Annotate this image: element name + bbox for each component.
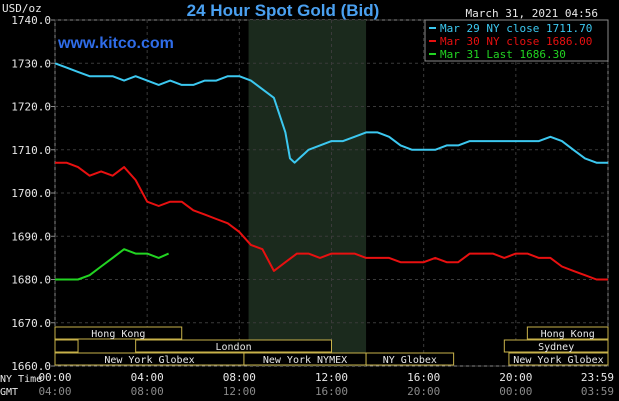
series-line-2 (55, 161, 608, 281)
session-label: London (216, 342, 252, 353)
x-axis-label-ny: NY Time (0, 374, 42, 385)
session-label: New York Globex (513, 355, 603, 366)
legend-entry: Mar 31 Last 1686.30 (440, 48, 566, 61)
x-tick-label-gmt: 08:00 (131, 385, 164, 398)
y-tick-label: 1740.0 (11, 14, 51, 27)
session-label: Sydney (538, 342, 574, 353)
session-bar (365, 352, 455, 366)
x-tick-label-ny: 20:00 (499, 371, 532, 384)
session-bar (54, 326, 183, 340)
timestamp: March 31, 2021 04:56 (466, 7, 598, 20)
series-line-1 (54, 62, 608, 164)
y-tick-label: 1660.0 (11, 360, 51, 373)
session-label: New York NYMEX (263, 355, 347, 366)
session-label: Hong Kong (91, 329, 145, 340)
x-tick-label-ny: 23:59 (581, 371, 614, 384)
x-tick-label-gmt: 20:00 (407, 385, 440, 398)
y-tick-label: 1710.0 (11, 144, 51, 157)
session-bar (135, 339, 332, 353)
session-bar (54, 339, 79, 353)
x-tick-label-ny: 00:00 (38, 371, 71, 384)
x-axis-label-gmt: GMT (0, 387, 18, 398)
legend-entry: Mar 30 NY close 1686.00 (440, 35, 592, 48)
x-tick-label-ny: 04:00 (131, 371, 164, 384)
x-tick-label-ny: 08:00 (223, 371, 256, 384)
session-label: New York Globex (104, 355, 194, 366)
x-tick-label-gmt: 12:00 (223, 385, 256, 398)
y-tick-label: 1700.0 (11, 187, 51, 200)
x-tick-label-ny: 16:00 (407, 371, 440, 384)
session-bar (508, 352, 609, 366)
y-axis-unit-label: USD/oz (2, 2, 42, 15)
y-tick-label: 1720.0 (11, 101, 51, 114)
chart-title: 24 Hour Spot Gold (Bid) (187, 1, 380, 20)
x-tick-label-gmt: 00:00 (499, 385, 532, 398)
legend-box (424, 19, 609, 62)
y-tick-label: 1670.0 (11, 317, 51, 330)
session-bar (526, 326, 609, 340)
brand-watermark: www.kitco.com (57, 35, 174, 52)
x-tick-label-ny: 12:00 (315, 371, 348, 384)
x-tick-label-gmt: 04:00 (38, 385, 71, 398)
y-tick-label: 1680.0 (11, 274, 51, 287)
legend-entry: Mar 29 NY close 1711.70 (440, 22, 592, 35)
x-tick-label-gmt: 03:59 (581, 385, 614, 398)
x-tick-label-gmt: 16:00 (315, 385, 348, 398)
session-label: NY Globex (383, 355, 437, 366)
series-line-3 (55, 248, 169, 281)
session-label: Hong Kong (541, 329, 595, 340)
y-tick-label: 1690.0 (11, 230, 51, 243)
y-tick-label: 1730.0 (11, 57, 51, 70)
session-bar (503, 339, 609, 353)
